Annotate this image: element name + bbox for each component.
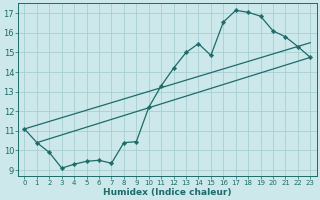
X-axis label: Humidex (Indice chaleur): Humidex (Indice chaleur) xyxy=(103,188,232,197)
